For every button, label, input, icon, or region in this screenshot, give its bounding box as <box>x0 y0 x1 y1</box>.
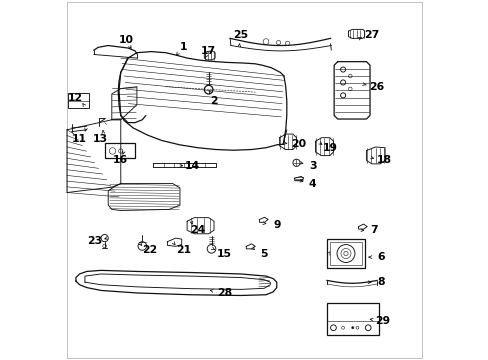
Text: 20: 20 <box>290 139 305 149</box>
Text: 25: 25 <box>233 30 248 40</box>
Text: 22: 22 <box>142 245 157 255</box>
Bar <box>329 242 361 265</box>
Text: 18: 18 <box>376 155 391 165</box>
Text: 7: 7 <box>369 225 377 235</box>
Text: 1: 1 <box>180 42 187 52</box>
Text: 19: 19 <box>323 143 337 153</box>
Text: 14: 14 <box>184 161 200 171</box>
Text: 12: 12 <box>67 93 82 103</box>
Text: 28: 28 <box>217 288 232 298</box>
Text: 13: 13 <box>93 134 108 144</box>
Text: 21: 21 <box>176 245 191 255</box>
Text: 6: 6 <box>376 252 384 262</box>
Text: 5: 5 <box>260 248 267 258</box>
Text: 23: 23 <box>87 236 102 246</box>
Bar <box>68 93 89 108</box>
Text: 17: 17 <box>201 46 216 56</box>
Text: 8: 8 <box>376 277 384 287</box>
Text: 29: 29 <box>374 316 389 325</box>
Text: 3: 3 <box>308 161 316 171</box>
Text: 27: 27 <box>364 30 379 40</box>
Bar <box>326 239 364 268</box>
Text: 16: 16 <box>113 155 128 165</box>
Text: 11: 11 <box>71 134 86 144</box>
Circle shape <box>351 327 353 329</box>
Text: 15: 15 <box>217 248 232 258</box>
Text: 9: 9 <box>272 220 280 230</box>
Text: 24: 24 <box>190 225 205 235</box>
Bar <box>104 143 135 158</box>
Bar <box>326 303 378 335</box>
Text: 4: 4 <box>308 179 316 189</box>
Text: 26: 26 <box>369 82 384 92</box>
Text: 10: 10 <box>119 35 133 45</box>
Text: 2: 2 <box>210 96 217 106</box>
